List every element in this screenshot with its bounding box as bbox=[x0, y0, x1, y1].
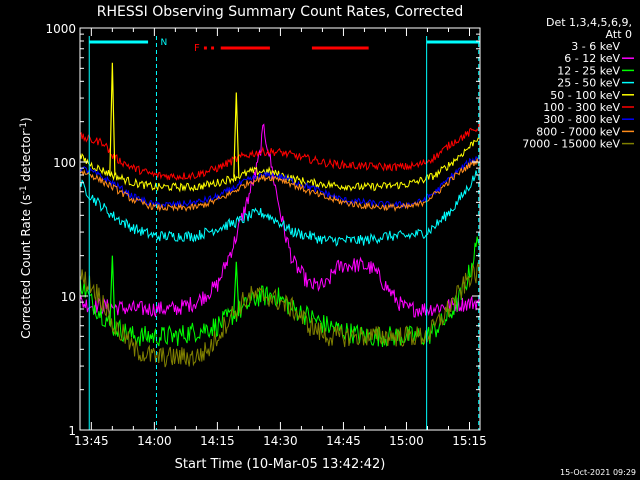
legend-entry-label: 25 - 50 keV bbox=[557, 77, 620, 90]
x-tick-label: 14:30 bbox=[263, 434, 298, 448]
legend-header-line-1: Det 1,3,4,5,6,9, bbox=[546, 16, 632, 29]
x-tick-label: 14:00 bbox=[137, 434, 172, 448]
series-line bbox=[79, 158, 480, 213]
series-line bbox=[79, 156, 480, 431]
legend-entry-label: 6 - 12 keV bbox=[564, 52, 620, 65]
x-axis-label: Start Time (10-Mar-05 13:42:42) bbox=[175, 457, 386, 472]
chart-title: RHESSI Observing Summary Count Rates, Co… bbox=[97, 4, 463, 20]
x-tick-label: 15:15 bbox=[452, 434, 487, 448]
legend-entry-label: 7000 - 15000 keV bbox=[522, 138, 620, 151]
series-spike bbox=[109, 255, 116, 326]
y-tick-label: 100 bbox=[53, 156, 76, 170]
series-line bbox=[79, 123, 480, 318]
footer-timestamp: 15-Oct-2021 09:29 bbox=[560, 468, 636, 477]
x-tick-label: 15:00 bbox=[389, 434, 424, 448]
series-spike bbox=[233, 261, 240, 313]
series-spike bbox=[233, 92, 240, 177]
flare-flag-label: F bbox=[194, 43, 200, 54]
legend-entry-label: 800 - 7000 keV bbox=[536, 125, 620, 138]
legend-entry-label: 100 - 300 keV bbox=[543, 101, 620, 114]
legend-entry-label: 50 - 100 keV bbox=[550, 89, 620, 102]
y-tick-label: 1000 bbox=[45, 22, 76, 36]
y-axis-label: Corrected Count Rate (s-1 detector-1) bbox=[19, 117, 33, 338]
series-line bbox=[79, 156, 480, 210]
series-line bbox=[79, 122, 480, 181]
x-tick-label: 13:45 bbox=[74, 434, 109, 448]
y-tick-label: 10 bbox=[61, 290, 76, 304]
series-spike bbox=[109, 62, 116, 175]
x-tick-label: 14:45 bbox=[326, 434, 361, 448]
axes: 1 10 100 1000 13:45 14:00 14:15 14:30 14:45 15:00… bbox=[45, 22, 486, 448]
flag-label: N bbox=[160, 38, 167, 48]
legend-header-line-2: Att 0 bbox=[606, 28, 632, 41]
legend-entry-label: 12 - 25 keV bbox=[557, 64, 620, 77]
series-line bbox=[79, 170, 480, 247]
svg-text:Corrected Count Rate (s-1 dete: Corrected Count Rate (s-1 detector-1) bbox=[19, 117, 33, 338]
series-line bbox=[79, 262, 480, 368]
legend-entry-label: 3 - 6 keV bbox=[571, 40, 620, 53]
y-tick-label: 1 bbox=[68, 424, 76, 438]
legend-entry-label: 300 - 800 keV bbox=[543, 113, 620, 126]
x-tick-label: 14:15 bbox=[200, 434, 235, 448]
